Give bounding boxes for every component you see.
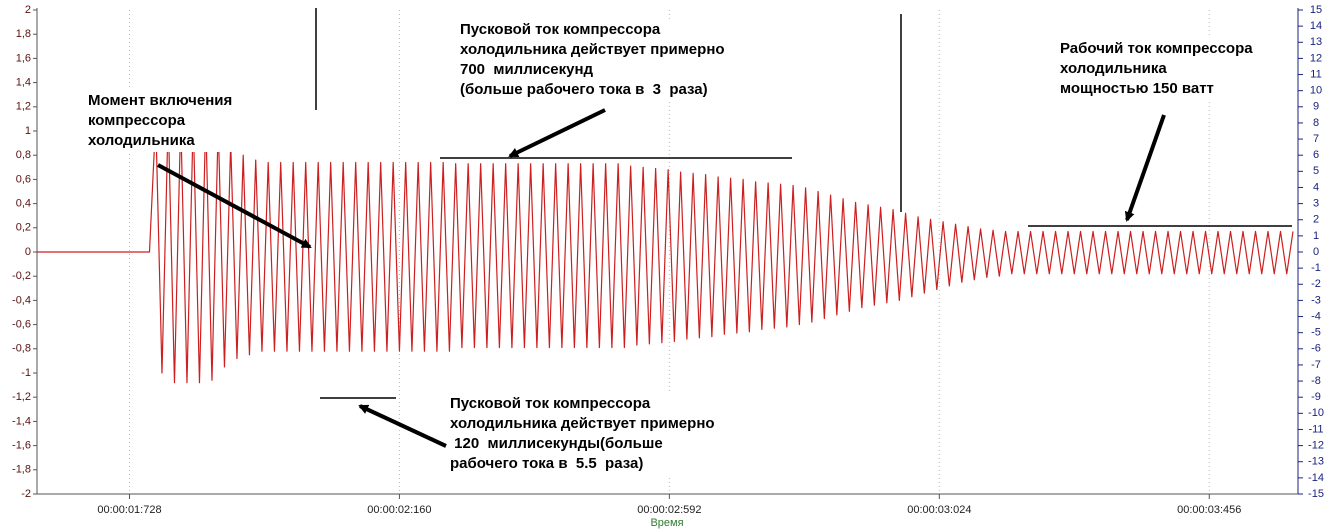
annotation-line: 700 миллисекунд: [460, 61, 594, 78]
annotation-line: Пусковой ток компрессора: [450, 395, 651, 412]
y2-tick-label: -4: [1311, 310, 1321, 322]
y2-tick-label: -8: [1311, 375, 1321, 387]
y2-tick-label: 1: [1313, 230, 1319, 242]
annotation: Пусковой ток компрессора холодильника дей…: [447, 393, 718, 475]
y2-tick-label: 10: [1310, 85, 1322, 97]
y-tick-label: 0,8: [16, 149, 31, 161]
y-tick-label: 0,4: [16, 198, 31, 210]
y2-tick-label: -14: [1308, 472, 1324, 484]
annotation-line: компрессора: [88, 112, 186, 129]
y2-tick-label: -15: [1308, 488, 1324, 500]
arrow: [358, 404, 447, 448]
y2-tick-label: 12: [1310, 52, 1322, 64]
y2-tick-label: -12: [1308, 440, 1324, 452]
annotation-background: [85, 90, 236, 152]
y-tick-label: 2: [25, 4, 31, 16]
plot: [37, 115, 1294, 384]
y2-tick-label: -1: [1311, 262, 1321, 274]
y2-tick-label: 15: [1310, 4, 1322, 16]
x-tick-label: 00:00:01:728: [97, 504, 161, 516]
y-tick-label: 1,2: [16, 101, 31, 113]
y-tick-label: -0,6: [12, 319, 31, 331]
y-tick-label: -0,8: [12, 343, 31, 355]
y-tick-label: -2: [21, 488, 31, 500]
annotation-background: [1057, 38, 1256, 100]
y2-tick-label: 2: [1313, 214, 1319, 226]
y2-tick-label: 14: [1310, 20, 1322, 32]
y2-tick-label: -2: [1311, 278, 1321, 290]
y2-tick-label: -9: [1311, 391, 1321, 403]
y2-tick-label: -10: [1308, 407, 1324, 419]
y-tick-label: 1,8: [16, 28, 31, 40]
annotation-line: холодильника действует примерно: [460, 41, 725, 58]
annotation-line: холодильника: [1060, 60, 1167, 77]
annotation-shapes: [157, 8, 1292, 448]
y2-tick-label: 11: [1310, 68, 1321, 80]
annotation-background: [447, 393, 718, 475]
annotation: Пусковой ток компрессора холодильника дей…: [457, 19, 728, 101]
y-tick-label: 1,6: [16, 52, 31, 64]
annotation-line: 120 миллисекунды(больше: [450, 435, 663, 452]
arrow: [1124, 114, 1166, 222]
y-tick-label: -0,4: [12, 294, 31, 306]
y2-tick-label: -7: [1311, 359, 1321, 371]
annotation-line: рабочего тока в 5.5 раза): [450, 455, 643, 472]
annotation: Рабочий ток компрессора холодильника мощно…: [1057, 38, 1256, 100]
annotation-line: холодильника: [88, 132, 195, 149]
arrow: [508, 108, 606, 158]
y-tick-label: -0,2: [12, 270, 31, 282]
y-tick-label: -1,2: [12, 391, 31, 403]
y-tick-label: 1: [25, 125, 31, 137]
y2-tick-label: -11: [1308, 423, 1323, 435]
y2-tick-label: 7: [1313, 133, 1319, 145]
x-axis-label: Время: [650, 517, 683, 529]
y2-tick-label: 6: [1313, 149, 1319, 161]
y-tick-label: 1,4: [16, 77, 31, 89]
y2-tick-label: 13: [1310, 36, 1322, 48]
annotation-line: Рабочий ток компрессора: [1060, 40, 1253, 57]
y2-tick-label: 8: [1313, 117, 1319, 129]
y2-tick-label: -6: [1311, 343, 1321, 355]
y2-tick-label: 0: [1313, 246, 1319, 258]
y2-tick-label: 5: [1313, 165, 1319, 177]
annotations: Момент включения компрессора холодильника П…: [85, 19, 1256, 475]
annotation-line: (больше рабочего тока в 3 раза): [460, 81, 708, 98]
y2-tick-label: 4: [1313, 181, 1319, 193]
annotation-background: [457, 19, 728, 101]
x-tick-label: 00:00:03:024: [907, 504, 971, 516]
y-tick-label: 0: [25, 246, 31, 258]
signal-line: [37, 115, 1294, 384]
x-tick-label: 00:00:02:592: [637, 504, 701, 516]
y-tick-label: -1: [21, 367, 31, 379]
arrow: [157, 163, 312, 249]
y-tick-label: 0,6: [16, 173, 31, 185]
x-tick-label: 00:00:03:456: [1177, 504, 1241, 516]
x-tick-label: 00:00:02:160: [367, 504, 431, 516]
y2-tick-label: -13: [1308, 456, 1324, 468]
y-tick-label: -1,8: [12, 464, 31, 476]
y-tick-label: -1,4: [12, 415, 31, 427]
y2-tick-label: -3: [1311, 294, 1321, 306]
y-tick-label: -1,6: [12, 440, 31, 452]
y2-tick-label: 3: [1313, 198, 1319, 210]
annotation-line: Пусковой ток компрессора: [460, 21, 661, 38]
y-tick-label: 0,2: [16, 222, 31, 234]
annotation-line: холодильника действует примерно: [450, 415, 715, 432]
annotation-line: Момент включения: [88, 92, 232, 109]
y2-tick-label: 9: [1313, 101, 1319, 113]
annotation-line: мощностью 150 ватт: [1060, 80, 1214, 97]
annotation: Момент включения компрессора холодильника: [85, 90, 236, 152]
y2-tick-label: -5: [1311, 327, 1321, 339]
